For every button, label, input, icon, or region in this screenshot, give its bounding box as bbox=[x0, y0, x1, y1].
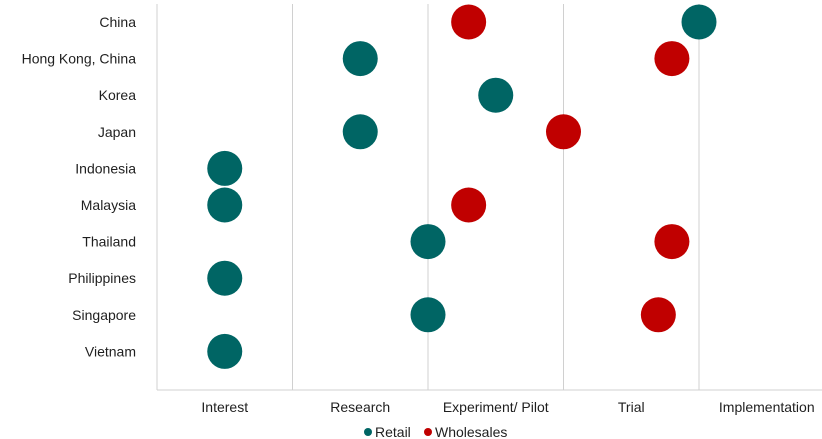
point-retail bbox=[410, 297, 446, 333]
point-wholesales bbox=[654, 41, 690, 77]
point-retail bbox=[681, 4, 717, 40]
y-tick-label: Japan bbox=[98, 124, 136, 140]
data-points bbox=[207, 4, 717, 369]
point-wholesales bbox=[451, 4, 487, 40]
point-wholesales bbox=[546, 114, 581, 150]
point-retail bbox=[207, 150, 243, 186]
point-retail bbox=[342, 41, 378, 77]
point-retail bbox=[410, 224, 446, 260]
point-retail bbox=[207, 333, 243, 369]
y-tick-label: Singapore bbox=[72, 307, 136, 323]
point-retail bbox=[207, 260, 243, 296]
point-wholesales bbox=[654, 224, 690, 260]
legend-marker-wholesales bbox=[424, 428, 432, 436]
y-tick-label: Korea bbox=[99, 87, 137, 103]
grid bbox=[156, 4, 822, 391]
x-axis-labels: Interest Research Experiment/ Pilot Trial Im… bbox=[201, 399, 814, 415]
y-tick-label: Thailand bbox=[82, 234, 136, 250]
x-tick-label: Research bbox=[330, 399, 390, 415]
y-axis-labels: China Hong Kong, China Korea Japan Indonesia… bbox=[22, 14, 137, 359]
y-tick-label: Indonesia bbox=[75, 160, 136, 176]
legend-label-retail: Retail bbox=[375, 424, 411, 439]
legend-label-wholesales: Wholesales bbox=[435, 424, 507, 439]
point-retail bbox=[207, 187, 243, 223]
x-tick-label: Interest bbox=[201, 399, 248, 415]
x-tick-label: Experiment/ Pilot bbox=[443, 399, 549, 415]
legend: Retail Wholesales bbox=[364, 424, 507, 439]
legend-marker-retail bbox=[364, 428, 372, 436]
x-tick-label: Trial bbox=[618, 399, 645, 415]
y-tick-label: Philippines bbox=[68, 270, 136, 286]
point-wholesales bbox=[451, 187, 487, 223]
y-tick-label: China bbox=[99, 14, 136, 30]
y-tick-label: Vietnam bbox=[85, 343, 136, 359]
y-tick-label: Hong Kong, China bbox=[22, 51, 137, 67]
point-retail bbox=[342, 114, 378, 150]
x-tick-label: Implementation bbox=[719, 399, 815, 415]
point-retail bbox=[478, 77, 514, 113]
point-wholesales bbox=[640, 297, 676, 333]
y-tick-label: Malaysia bbox=[81, 197, 136, 213]
